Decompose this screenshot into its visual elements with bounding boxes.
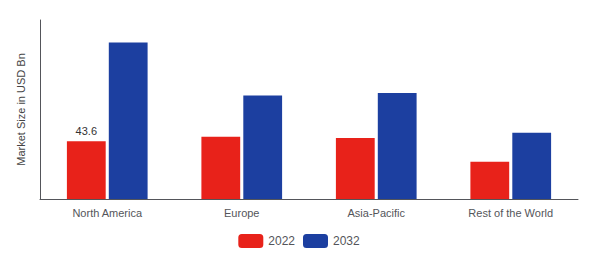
svg-text:Europe: Europe — [224, 207, 259, 219]
svg-text:43.6: 43.6 — [76, 125, 97, 137]
svg-text:North America: North America — [72, 207, 143, 219]
svg-text:2022: 2022 — [268, 234, 295, 248]
svg-text:2032: 2032 — [333, 234, 360, 248]
svg-text:Asia-Pacific: Asia-Pacific — [348, 207, 406, 219]
svg-text:Rest of the World: Rest of the World — [468, 207, 553, 219]
svg-text:Market Size in USD Bn: Market Size in USD Bn — [15, 53, 27, 165]
